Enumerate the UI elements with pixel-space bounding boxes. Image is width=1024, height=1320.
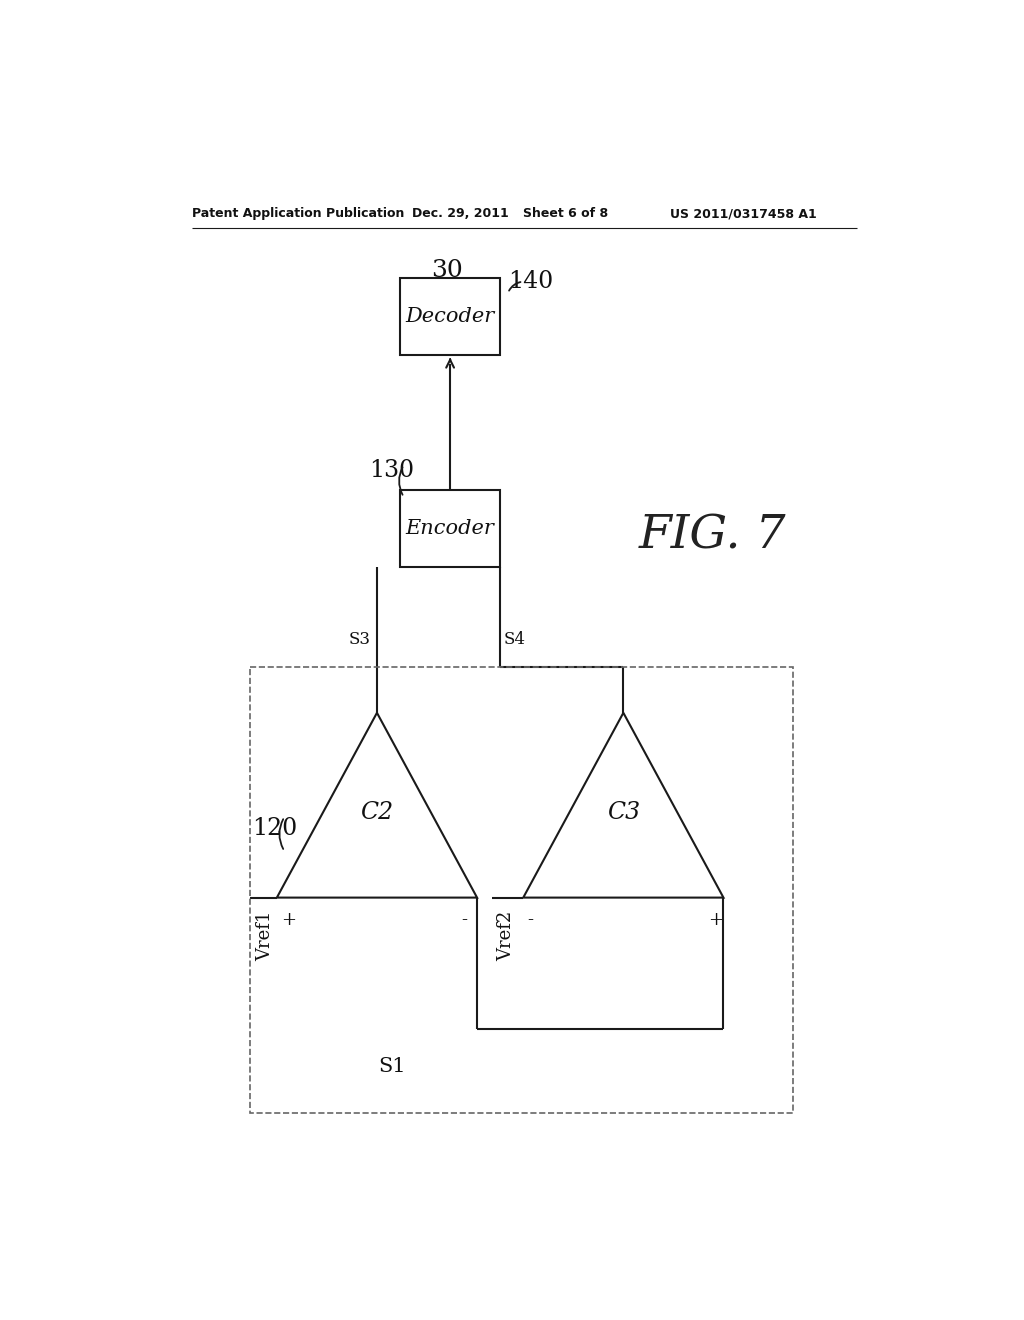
Text: Decoder: Decoder: [406, 306, 495, 326]
Text: 30: 30: [431, 259, 463, 281]
Text: S4: S4: [504, 631, 526, 648]
Text: C2: C2: [360, 801, 393, 825]
Text: S3: S3: [349, 631, 371, 648]
Text: FIG. 7: FIG. 7: [639, 513, 786, 558]
Text: Vref2: Vref2: [498, 911, 515, 961]
Polygon shape: [276, 713, 477, 898]
Polygon shape: [523, 713, 724, 898]
Bar: [250, 667, 793, 1113]
Text: US 2011/0317458 A1: US 2011/0317458 A1: [670, 207, 816, 220]
Text: S1: S1: [379, 1057, 407, 1077]
Text: -: -: [462, 911, 468, 929]
Text: 120: 120: [252, 817, 297, 840]
Bar: [400, 277, 500, 355]
Bar: [400, 490, 500, 566]
Text: Patent Application Publication: Patent Application Publication: [193, 207, 404, 220]
Text: +: +: [708, 911, 723, 929]
Text: Dec. 29, 2011: Dec. 29, 2011: [412, 207, 508, 220]
Text: C3: C3: [607, 801, 640, 825]
Text: 130: 130: [370, 459, 415, 482]
Text: Vref1: Vref1: [256, 911, 274, 961]
Text: +: +: [281, 911, 296, 929]
Text: 140: 140: [508, 271, 553, 293]
Text: Encoder: Encoder: [406, 519, 495, 537]
Text: Sheet 6 of 8: Sheet 6 of 8: [523, 207, 608, 220]
Text: -: -: [527, 911, 534, 929]
